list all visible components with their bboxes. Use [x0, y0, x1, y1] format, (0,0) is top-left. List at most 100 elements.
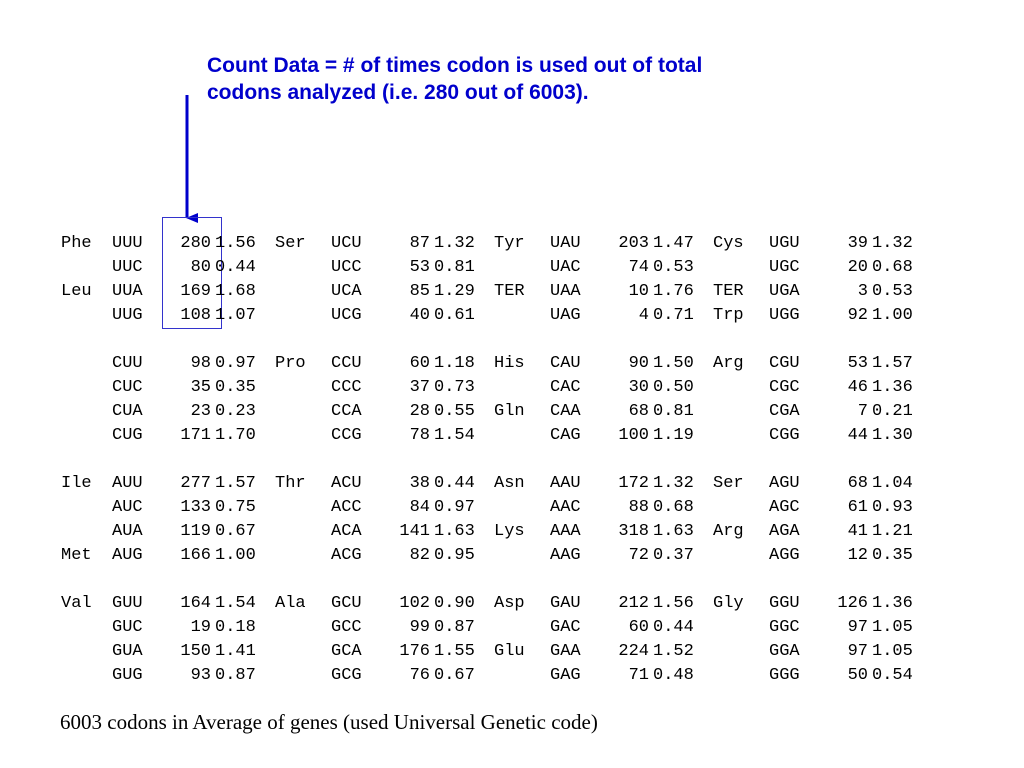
rscu-cell: 0.48	[653, 666, 694, 685]
codon-cell: UAC	[550, 258, 581, 277]
rscu-cell: 1.41	[215, 642, 256, 661]
table-row: Leu UUA 169 1.68 UCA 85 1.29 TER UAA 10 1.76 TER UGA…	[61, 280, 932, 304]
codon-cell: CAC	[550, 378, 581, 397]
count-cell: 98	[190, 354, 211, 373]
codon-cell: AAA	[550, 522, 581, 541]
rscu-cell: 1.54	[434, 426, 475, 445]
table-row: CUA 23 0.23 CCA 28 0.55 Gln CAA 68 0.81 CGA 7 0.21	[61, 400, 932, 424]
codon-cell: UGG	[769, 306, 800, 325]
count-cell: 20	[847, 258, 868, 277]
amino-acid-cell: Glu	[494, 642, 525, 661]
codon-cell: AUU	[112, 474, 143, 493]
codon-cell: GCG	[331, 666, 362, 685]
count-cell: 30	[628, 378, 649, 397]
amino-acid-cell: Phe	[61, 234, 92, 253]
codon-cell: GUA	[112, 642, 143, 661]
count-cell: 141	[399, 522, 430, 541]
count-cell: 53	[409, 258, 430, 277]
rscu-cell: 0.61	[434, 306, 475, 325]
codon-cell: GUU	[112, 594, 143, 613]
rscu-cell: 0.67	[215, 522, 256, 541]
count-cell: 10	[628, 282, 649, 301]
codon-cell: UCU	[331, 234, 362, 253]
count-cell: 61	[847, 498, 868, 517]
rscu-cell: 0.67	[434, 666, 475, 685]
amino-acid-cell: Ser	[713, 474, 744, 493]
codon-cell: AUG	[112, 546, 143, 565]
codon-cell: CUG	[112, 426, 143, 445]
table-row: GUA 150 1.41 GCA 176 1.55 Glu GAA 224 1.52 GGA 97 1.…	[61, 640, 932, 664]
group-spacer	[61, 328, 932, 352]
codon-cell: UGA	[769, 282, 800, 301]
count-cell: 172	[618, 474, 649, 493]
amino-acid-cell: Gly	[713, 594, 744, 613]
count-cell: 68	[847, 474, 868, 493]
amino-acid-cell: Met	[61, 546, 92, 565]
codon-cell: UAA	[550, 282, 581, 301]
count-cell: 171	[180, 426, 211, 445]
rscu-cell: 0.81	[653, 402, 694, 421]
rscu-cell: 1.68	[215, 282, 256, 301]
group-spacer	[61, 448, 932, 472]
rscu-cell: 0.50	[653, 378, 694, 397]
count-cell: 60	[409, 354, 430, 373]
amino-acid-cell: Ile	[61, 474, 92, 493]
codon-cell: AAG	[550, 546, 581, 565]
rscu-cell: 1.57	[872, 354, 913, 373]
rscu-cell: 0.97	[434, 498, 475, 517]
rscu-cell: 0.35	[215, 378, 256, 397]
codon-cell: UUG	[112, 306, 143, 325]
table-row: GUG 93 0.87 GCG 76 0.67 GAG 71 0.48 GGG 50 0.54	[61, 664, 932, 688]
count-cell: 92	[847, 306, 868, 325]
count-cell: 76	[409, 666, 430, 685]
table-row: CUG 171 1.70 CCG 78 1.54 CAG 100 1.19 CGG 44 1.30	[61, 424, 932, 448]
table-row: UUC 80 0.44 UCC 53 0.81 UAC 74 0.53 UGC 20 0.68	[61, 256, 932, 280]
codon-usage-table: Phe UUU 280 1.56 Ser UCU 87 1.32 Tyr UAU 203 1.47 Cy…	[61, 232, 932, 688]
count-cell: 40	[409, 306, 430, 325]
codon-cell: CCA	[331, 402, 362, 421]
rscu-cell: 1.36	[872, 378, 913, 397]
codon-cell: UCA	[331, 282, 362, 301]
codon-cell: CAU	[550, 354, 581, 373]
count-cell: 133	[180, 498, 211, 517]
count-cell: 50	[847, 666, 868, 685]
rscu-cell: 0.87	[215, 666, 256, 685]
rscu-cell: 0.35	[872, 546, 913, 565]
rscu-cell: 1.00	[215, 546, 256, 565]
amino-acid-cell: Pro	[275, 354, 306, 373]
count-cell: 80	[190, 258, 211, 277]
count-cell: 119	[180, 522, 211, 541]
amino-acid-cell: Gln	[494, 402, 525, 421]
table-row: Ile AUU 277 1.57 Thr ACU 38 0.44 Asn AAU 172 1.32 Se…	[61, 472, 932, 496]
count-cell: 87	[409, 234, 430, 253]
rscu-cell: 1.30	[872, 426, 913, 445]
count-cell: 100	[618, 426, 649, 445]
count-cell: 169	[180, 282, 211, 301]
rscu-cell: 1.54	[215, 594, 256, 613]
rscu-cell: 0.37	[653, 546, 694, 565]
rscu-cell: 0.81	[434, 258, 475, 277]
rscu-cell: 0.44	[653, 618, 694, 637]
count-cell: 72	[628, 546, 649, 565]
rscu-cell: 1.70	[215, 426, 256, 445]
codon-cell: UAU	[550, 234, 581, 253]
count-cell: 38	[409, 474, 430, 493]
count-cell: 277	[180, 474, 211, 493]
amino-acid-cell: Arg	[713, 354, 744, 373]
codon-cell: GCU	[331, 594, 362, 613]
rscu-cell: 1.32	[872, 234, 913, 253]
count-cell: 85	[409, 282, 430, 301]
rscu-cell: 1.47	[653, 234, 694, 253]
codon-cell: UAG	[550, 306, 581, 325]
count-cell: 224	[618, 642, 649, 661]
group-spacer	[61, 568, 932, 592]
count-cell: 84	[409, 498, 430, 517]
rscu-cell: 1.21	[872, 522, 913, 541]
codon-cell: GUC	[112, 618, 143, 637]
count-cell: 3	[857, 282, 868, 301]
amino-acid-cell: Ala	[275, 594, 306, 613]
rscu-cell: 1.56	[215, 234, 256, 253]
amino-acid-cell: Cys	[713, 234, 744, 253]
count-cell: 203	[618, 234, 649, 253]
codon-cell: CCU	[331, 354, 362, 373]
